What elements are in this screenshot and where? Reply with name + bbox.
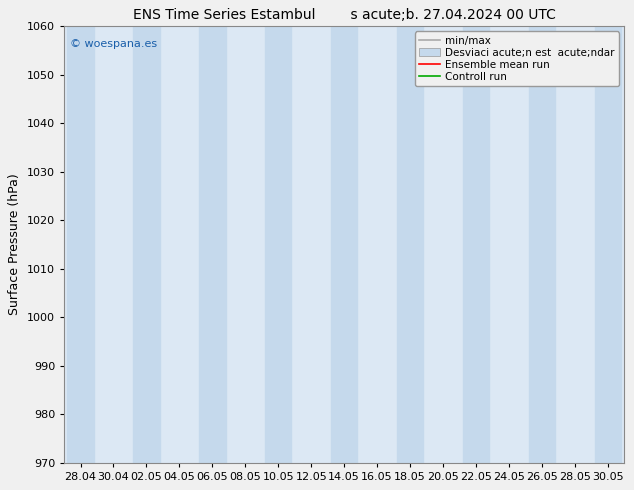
Bar xyxy=(463,26,489,463)
Bar xyxy=(397,26,424,463)
Bar xyxy=(67,26,94,463)
Bar xyxy=(133,26,160,463)
Bar xyxy=(529,26,555,463)
Legend: min/max, Desviaci acute;n est  acute;ndar, Ensemble mean run, Controll run: min/max, Desviaci acute;n est acute;ndar… xyxy=(415,31,619,86)
Bar xyxy=(331,26,358,463)
Y-axis label: Surface Pressure (hPa): Surface Pressure (hPa) xyxy=(8,173,22,316)
Bar xyxy=(595,26,621,463)
Bar xyxy=(199,26,226,463)
Bar xyxy=(265,26,292,463)
Text: © woespana.es: © woespana.es xyxy=(70,39,157,49)
Title: ENS Time Series Estambul        s acute;b. 27.04.2024 00 UTC: ENS Time Series Estambul s acute;b. 27.0… xyxy=(133,8,555,23)
